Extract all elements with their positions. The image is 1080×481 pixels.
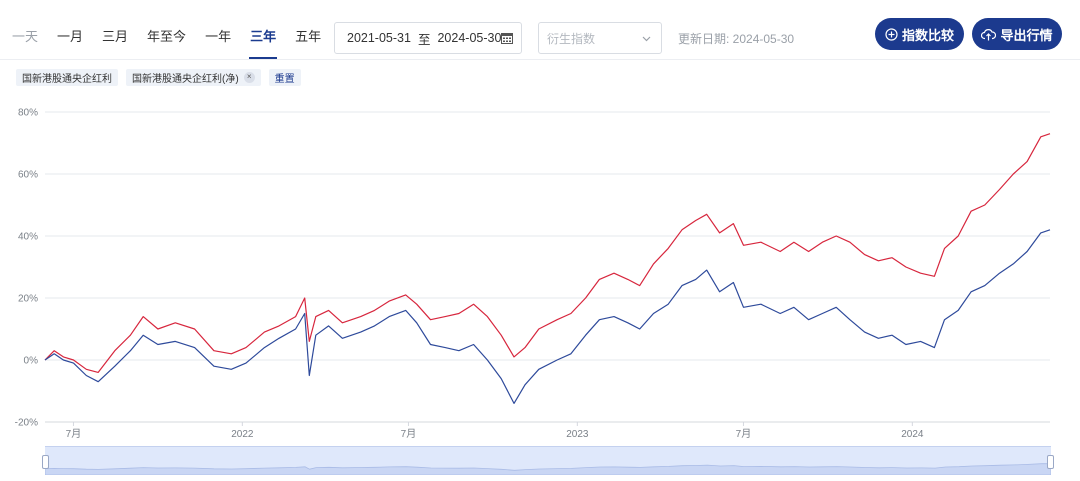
- plus-circle-icon: [885, 27, 898, 41]
- x-tick-label: 2024: [901, 429, 924, 440]
- y-tick-label: 80%: [18, 108, 38, 119]
- cloud-upload-icon: [981, 28, 997, 40]
- x-tick-label: 7月: [736, 428, 752, 440]
- export-quotes-button[interactable]: 导出行情: [972, 18, 1062, 50]
- export-quotes-label: 导出行情: [1000, 27, 1053, 43]
- toolbar: 一天 一月 三月 年至今 一年 三年 五年 2021-05-31 至 2024-05-30 …: [0, 0, 1080, 60]
- calendar-icon[interactable]: [501, 32, 513, 44]
- range-navigator[interactable]: [44, 446, 1052, 476]
- compare-index-label: 指数比较: [901, 27, 954, 43]
- date-separator: 至: [417, 32, 431, 47]
- period-tab[interactable]: 一月: [57, 29, 84, 44]
- period-tab[interactable]: 一年: [205, 29, 232, 44]
- y-tick-label: 20%: [18, 294, 38, 305]
- period-tabs: 一天 一月 三月 年至今 一年 三年 五年: [12, 28, 340, 59]
- y-tick-label: 40%: [18, 232, 38, 243]
- period-tab[interactable]: 五年: [295, 29, 322, 44]
- update-date-label: 更新日期: 2024-05-30: [678, 32, 795, 46]
- chevron-down-icon: [642, 36, 651, 42]
- navigator-area: [44, 463, 1052, 476]
- y-tick-label: 60%: [18, 170, 38, 181]
- series-line: [44, 133, 1051, 373]
- series-tag: 国新港股通央企红利(净) ×: [126, 68, 261, 86]
- x-tick-label: 2022: [231, 429, 254, 440]
- compare-index-button[interactable]: 指数比较: [875, 18, 964, 50]
- y-tick-label: 0%: [24, 356, 39, 367]
- reset-button[interactable]: 重置: [268, 68, 301, 86]
- series-tag-label: 国新港股通央企红利: [22, 73, 112, 85]
- navigator-left-handle[interactable]: [42, 455, 49, 469]
- navigator-preview: [44, 463, 1052, 476]
- series-tag: 国新港股通央企红利: [16, 68, 118, 86]
- series-tag-label: 国新港股通央企红利(净): [132, 73, 239, 85]
- period-tab[interactable]: 年至今: [147, 29, 187, 44]
- derived-index-select[interactable]: 衍生指数: [538, 22, 662, 54]
- y-tick-label: -20%: [15, 418, 38, 429]
- divider: [0, 59, 1080, 60]
- date-end: 2024-05-30: [437, 31, 502, 45]
- series-line: [44, 229, 1051, 404]
- period-tab[interactable]: 三月: [102, 29, 129, 44]
- date-range-picker[interactable]: 2021-05-31 至 2024-05-30: [334, 22, 522, 54]
- derived-index-placeholder: 衍生指数: [547, 31, 596, 46]
- x-tick-label: 2023: [566, 429, 589, 440]
- period-tab[interactable]: 三年: [249, 29, 278, 59]
- date-start: 2021-05-31: [347, 31, 411, 45]
- series-tags: 国新港股通央企红利 国新港股通央企红利(净) × 重置: [16, 68, 301, 86]
- navigator-right-handle[interactable]: [1047, 455, 1054, 469]
- period-tab[interactable]: 一天: [12, 29, 39, 44]
- close-icon[interactable]: ×: [243, 71, 255, 83]
- x-tick-label: 7月: [66, 428, 82, 440]
- line-chart: -20% 0% 20% 40% 60% 80% 7月 2022 7月 2023 7月 2024: [15, 108, 1051, 440]
- x-tick-label: 7月: [401, 428, 417, 440]
